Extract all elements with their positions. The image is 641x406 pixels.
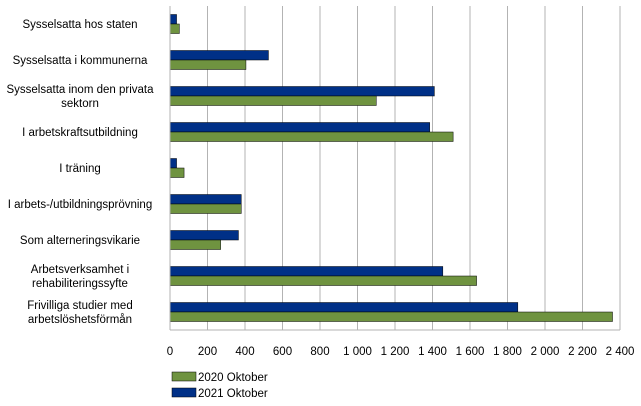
x-tick-label: 200 [198,346,217,358]
bar-2021-oktober [169,50,269,61]
legend: 2020 Oktober 2021 Oktober [171,371,268,400]
category-label-line: I träning [59,163,101,175]
category-label-line: Sysselsatta hos staten [22,19,137,31]
x-tick-label: 1 600 [456,346,485,358]
x-tick-label: 1 800 [493,346,522,358]
bar-2020-oktober [169,203,242,214]
category-label: Sysselsatta i kommunerna [13,55,148,67]
bars [169,14,613,322]
legend-label: 2021 Oktober [198,388,268,400]
bar-2020-oktober [169,131,454,142]
category-label-line: sektorn [61,98,99,110]
bar-2020-oktober [169,275,477,286]
bar-2020-oktober [169,59,247,70]
bar-2021-oktober [169,122,430,133]
category-label: Frivilliga studier med arbetslöshetsförmå… [27,300,132,326]
bar-2021-oktober [169,14,177,25]
x-tick-label: 1 000 [343,346,372,358]
bar-2020-oktober [169,167,185,178]
x-tick-label: 600 [273,346,292,358]
bar-2020-oktober [169,23,180,34]
x-tick-label: 2 200 [568,346,597,358]
category-label-line: Sysselsatta i kommunerna [13,55,148,67]
category-label: Sysselsatta hos staten [22,19,137,31]
bar-2020-oktober [169,239,221,250]
legend-swatch [171,371,197,382]
x-tick-label: 800 [310,346,329,358]
legend-label: 2020 Oktober [198,372,268,384]
category-label: Arbetsverksamhet i rehabiliteringssyfte [31,264,129,290]
x-tick-label: 1 400 [418,346,447,358]
x-tick-label: 2 000 [531,346,560,358]
bar-2021-oktober [169,158,177,169]
category-label-line: arbetslöshetsförmån [28,314,132,326]
category-label-line: Som alterneringsvikarie [20,235,140,247]
x-tick-label: 2 400 [606,346,635,358]
category-label-line: Arbetsverksamhet i [31,264,129,276]
bar-2021-oktober [169,266,444,277]
category-label-line: Sysselsatta inom den privata [6,84,154,96]
category-label-line: I arbets-/utbildningsprövning [8,199,152,211]
category-label: I arbets-/utbildningsprövning [8,199,152,211]
x-tick-label: 1 200 [381,346,410,358]
bar-2021-oktober [169,302,519,313]
category-label-line: I arbetskraftsutbildning [22,127,138,139]
bar-2020-oktober [169,95,377,106]
bar-2021-oktober [169,230,239,241]
legend-swatch [171,387,197,398]
category-label: I träning [59,163,101,175]
category-label-line: Frivilliga studier med [27,300,132,312]
bar-2021-oktober [169,86,435,97]
bar-2020-oktober [169,311,613,322]
x-tick-label: 0 [167,346,173,358]
x-tick-labels: 0 200 400 600 800 1 000 1 200 1 400 1 600 1 800 2 … [167,346,635,358]
x-tick-label: 400 [235,346,254,358]
category-label: Sysselsatta inom den privata sektorn [6,84,154,110]
category-label: Som alterneringsvikarie [20,235,140,247]
bar-2021-oktober [169,194,242,205]
category-labels: Sysselsatta hos staten Sysselsatta i komm… [6,19,154,326]
category-label-line: rehabiliteringssyfte [32,278,128,290]
category-label: I arbetskraftsutbildning [22,127,138,139]
